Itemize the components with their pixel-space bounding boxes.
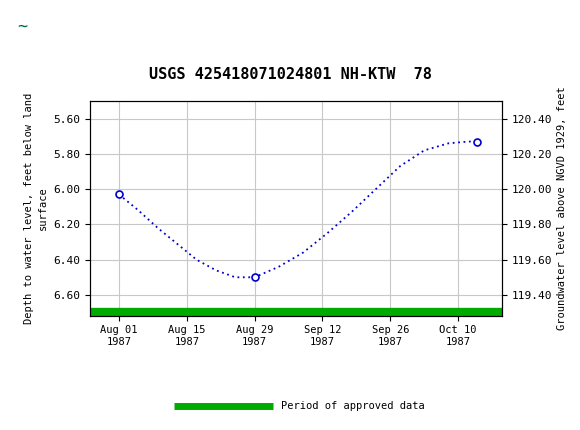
Text: Period of approved data: Period of approved data (281, 401, 425, 412)
Text: USGS 425418071024801 NH-KTW  78: USGS 425418071024801 NH-KTW 78 (148, 67, 432, 82)
Text: USGS: USGS (90, 15, 141, 33)
Y-axis label: Groundwater level above NGVD 1929, feet: Groundwater level above NGVD 1929, feet (557, 87, 567, 330)
Text: █: █ (16, 11, 28, 34)
Text: ~: ~ (17, 17, 27, 35)
Bar (3, 3, 85, 46)
Y-axis label: Depth to water level, feet below land
surface: Depth to water level, feet below land su… (24, 93, 48, 324)
